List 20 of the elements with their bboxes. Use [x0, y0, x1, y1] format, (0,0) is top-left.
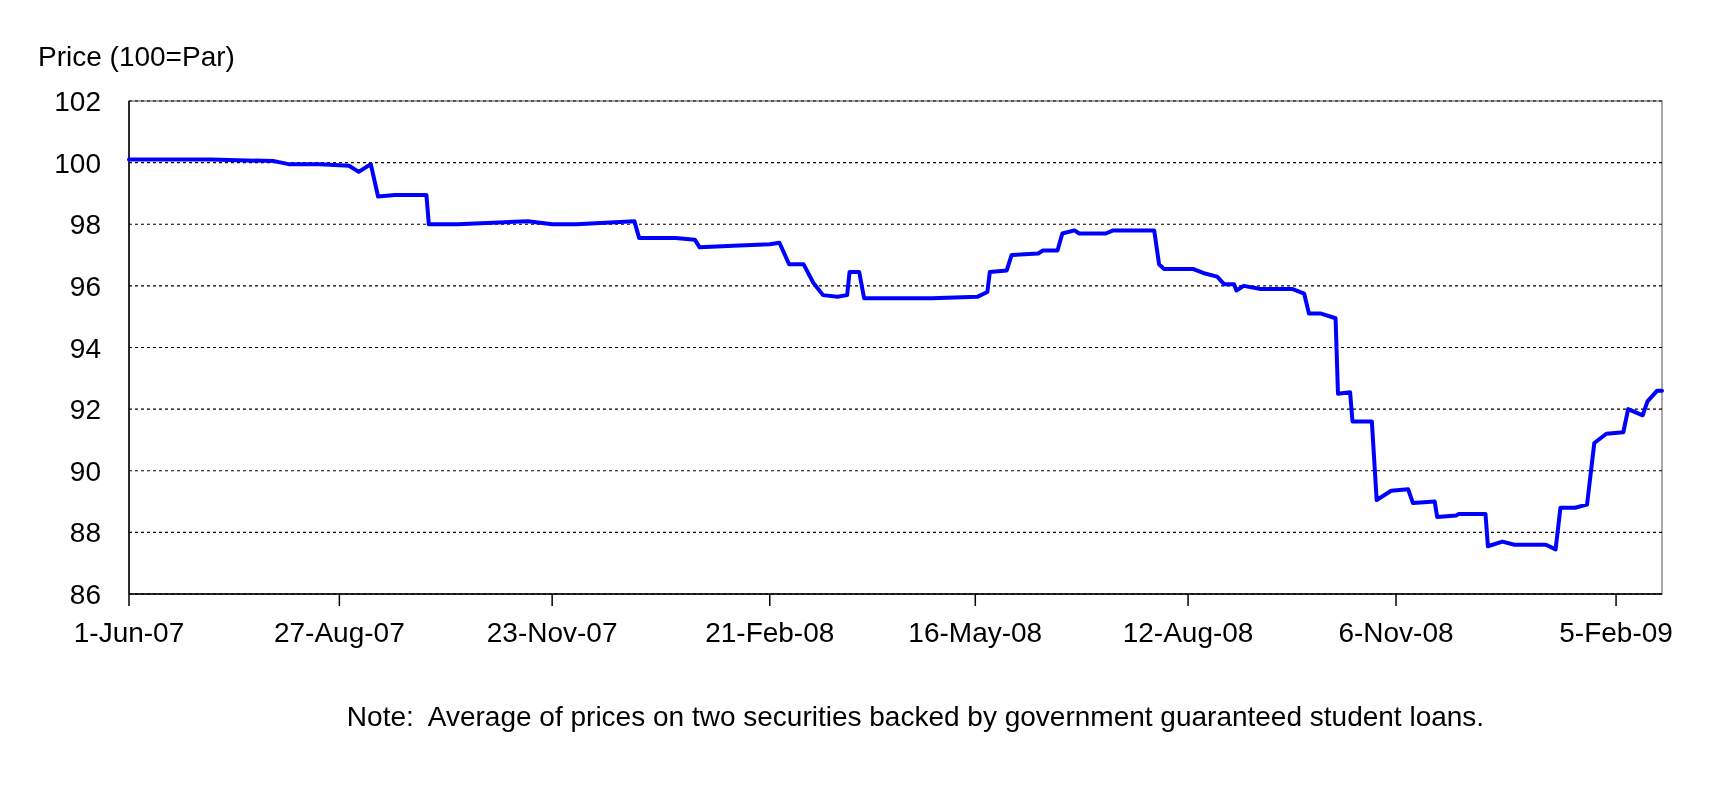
y-tick-label: 100 — [54, 147, 101, 179]
x-tick-label: 12-Aug-08 — [1122, 617, 1254, 648]
y-tick-label: 98 — [69, 209, 101, 241]
text: Note: Average of prices on two securities backed by government guaranteed student loans. — [346, 701, 1485, 732]
x-tick-label: 16-May-08 — [908, 617, 1043, 648]
y-tick-label: 88 — [69, 517, 101, 549]
y-tick-label: 92 — [69, 394, 101, 426]
y-axis-title: Price (100=Par) — [38, 41, 235, 72]
x-tick-label: 5-Feb-09 — [1559, 617, 1673, 648]
x-tick-label: 1-Jun-07 — [73, 617, 185, 648]
y-tick-label: 90 — [69, 455, 101, 487]
y-tick-label: 102 — [54, 86, 101, 117]
x-tick-label: 23-Nov-07 — [486, 617, 618, 648]
y-tick-label: 96 — [69, 270, 101, 302]
x-tick-label: 27-Aug-07 — [273, 617, 405, 648]
y-tick-label: 86 — [69, 579, 101, 610]
x-tick-label: 21-Feb-08 — [705, 617, 835, 648]
line-series — [127, 157, 1664, 552]
x-tick-label: 6-Nov-08 — [1338, 617, 1454, 648]
y-tick-label: 94 — [69, 332, 101, 364]
